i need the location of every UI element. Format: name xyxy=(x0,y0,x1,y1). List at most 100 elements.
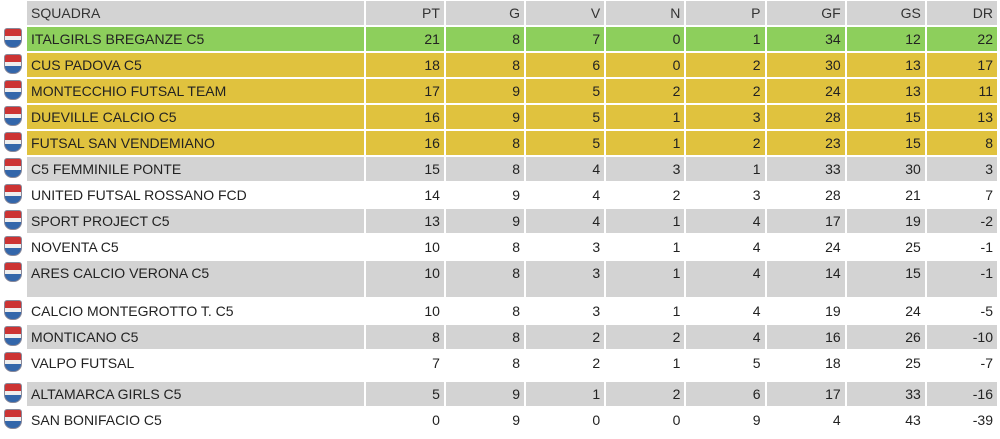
team-logo xyxy=(4,210,23,230)
stat-cell: 3 xyxy=(606,157,685,181)
stat-cell: 25 xyxy=(905,355,921,371)
stat-cell: 1 xyxy=(672,355,681,371)
stat-cell: 13 xyxy=(365,209,444,233)
stat-cell: 0 xyxy=(592,412,601,428)
stat-cell: 1 xyxy=(672,239,681,255)
stat-cell: 18 xyxy=(365,53,444,77)
team-row: C5 FEMMINILE PONTE 15 8 4 3 1 33 30 3 xyxy=(1,157,997,181)
team-logo xyxy=(4,409,23,429)
team-name: ITALGIRLS BREGANZE C5 xyxy=(27,27,364,51)
header-row: SQUADRA PT G V N P GF GS DR xyxy=(1,1,997,25)
team-row: ARES CALCIO VERONA C5 10 8 3 1 4 14 15 -1 xyxy=(1,261,997,297)
stat-cell: 2 xyxy=(606,79,685,103)
stat-cell: 13 xyxy=(846,53,925,77)
stat-cell: 13 xyxy=(846,79,925,103)
stat-cell: 19 xyxy=(846,209,925,233)
team-logo xyxy=(4,28,23,48)
team-name: FUTSAL SAN VENDEMIANO xyxy=(27,131,364,155)
stat-cell: -1 xyxy=(926,261,997,297)
team-logo xyxy=(4,54,23,74)
stat-cell: -2 xyxy=(926,209,997,233)
team-row: FUTSAL SAN VENDEMIANO 16 8 5 1 2 23 15 8 xyxy=(1,131,997,155)
stat-cell: 6 xyxy=(686,382,765,406)
stat-cell: 9 xyxy=(445,105,525,129)
team-name: C5 FEMMINILE PONTE xyxy=(27,157,364,181)
team-name: VALPO FUTSAL xyxy=(31,355,135,371)
team-logo xyxy=(4,184,23,204)
stat-cell: -39 xyxy=(972,412,993,428)
stat-cell: 1 xyxy=(686,157,765,181)
column-header: G xyxy=(445,1,525,25)
stat-cell: 21 xyxy=(905,187,921,203)
team-row: NOVENTA C5 10 8 3 1 4 24 25 -1 xyxy=(1,235,997,259)
stat-cell: 1 xyxy=(526,382,605,406)
table-body: ITALGIRLS BREGANZE C5 21 8 7 0 1 34 12 22 CUS PAD… xyxy=(1,27,997,432)
stat-cell: 14 xyxy=(424,187,440,203)
team-row: ITALGIRLS BREGANZE C5 21 8 7 0 1 34 12 22 xyxy=(1,27,997,51)
team-logo xyxy=(4,236,23,256)
stat-cell: 16 xyxy=(766,325,845,349)
team-logo-cell xyxy=(1,209,26,233)
stat-cell: 2 xyxy=(686,53,765,77)
stat-cell: 24 xyxy=(905,303,921,319)
stat-cell: 1 xyxy=(606,105,685,129)
column-header: PT xyxy=(365,1,444,25)
stat-cell: 5 xyxy=(526,131,605,155)
team-row: ALTAMARCA GIRLS C5 5 9 1 2 6 17 33 -16 xyxy=(1,382,997,406)
stat-cell: 8 xyxy=(445,53,525,77)
team-name: ALTAMARCA GIRLS C5 xyxy=(27,382,364,406)
stat-cell: 17 xyxy=(365,79,444,103)
stat-cell: 4 xyxy=(526,157,605,181)
team-logo xyxy=(4,352,23,372)
stat-cell: 33 xyxy=(766,157,845,181)
stat-cell: 10 xyxy=(365,261,444,297)
team-logo-cell xyxy=(1,382,26,406)
stat-cell: 4 xyxy=(832,412,841,428)
stat-cell: 8 xyxy=(926,131,997,155)
team-row: DUEVILLE CALCIO C5 16 9 5 1 3 28 15 13 xyxy=(1,105,997,129)
stat-cell: 18 xyxy=(825,355,841,371)
stat-cell: 2 xyxy=(606,325,685,349)
stat-cell: 34 xyxy=(766,27,845,51)
stat-cell: 33 xyxy=(846,382,925,406)
team-logo-cell xyxy=(1,53,26,77)
logo-header xyxy=(1,1,26,25)
team-logo-cell xyxy=(1,27,26,51)
stat-cell: 26 xyxy=(846,325,925,349)
team-row: SAN BONIFACIO C5 0 9 0 0 9 4 43 -39 xyxy=(1,408,997,432)
stat-cell: -7 xyxy=(980,355,993,371)
table-header: SQUADRA PT G V N P GF GS DR xyxy=(1,1,997,25)
stat-cell: 4 xyxy=(592,187,601,203)
stat-cell: 7 xyxy=(985,187,993,203)
stat-cell: 14 xyxy=(766,261,845,297)
stat-cell: 0 xyxy=(432,412,440,428)
stat-cell: 15 xyxy=(846,131,925,155)
stat-cell: 9 xyxy=(752,412,761,428)
stat-cell: 8 xyxy=(512,239,521,255)
stat-cell: 4 xyxy=(526,209,605,233)
stat-cell: 5 xyxy=(526,105,605,129)
team-logo xyxy=(4,300,23,320)
stat-cell: 5 xyxy=(752,355,761,371)
stat-cell: 8 xyxy=(445,157,525,181)
stat-cell: -10 xyxy=(926,325,997,349)
stat-cell: 2 xyxy=(672,187,681,203)
stat-cell: -5 xyxy=(980,303,993,319)
stat-cell: 15 xyxy=(365,157,444,181)
stat-cell: 8 xyxy=(512,355,521,371)
team-row: CALCIO MONTEGROTTO T. C5 10 8 3 1 4 19 24 -5 xyxy=(1,299,997,323)
team-logo-cell xyxy=(1,261,26,297)
stat-cell: 4 xyxy=(686,209,765,233)
team-name: UNITED FUTSAL ROSSANO FCD xyxy=(31,187,247,203)
team-logo-cell xyxy=(1,299,26,323)
stat-cell: 4 xyxy=(686,261,765,297)
stat-cell: 0 xyxy=(672,412,681,428)
team-name: ARES CALCIO VERONA C5 xyxy=(27,261,364,297)
stat-cell: -1 xyxy=(980,239,993,255)
stat-cell: 9 xyxy=(445,79,525,103)
stat-cell: 10 xyxy=(424,239,440,255)
stat-cell: 6 xyxy=(526,53,605,77)
stat-cell: 1 xyxy=(606,131,685,155)
